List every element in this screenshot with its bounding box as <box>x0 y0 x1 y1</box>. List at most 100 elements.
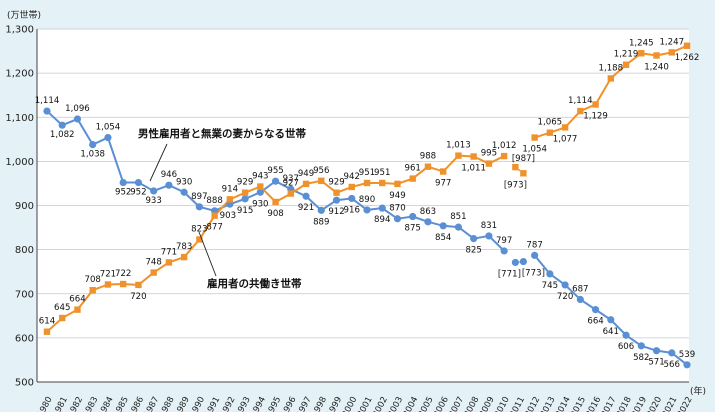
data-point <box>89 141 97 149</box>
x-tick-label: 2018 <box>615 395 634 412</box>
data-label: 961 <box>405 164 421 174</box>
x-tick-label: 2008 <box>462 395 481 412</box>
data-label: 943 <box>252 172 268 182</box>
data-point <box>318 177 325 184</box>
data-point <box>409 175 416 182</box>
x-tick-label: 1995 <box>264 395 283 412</box>
x-tick-label: 2010 <box>493 395 512 412</box>
data-label: 916 <box>344 205 360 215</box>
data-label: 912 <box>328 207 344 217</box>
data-label: 539 <box>679 350 695 360</box>
data-label: 1,077 <box>553 134 578 144</box>
data-label: 929 <box>328 178 344 188</box>
data-point <box>241 195 249 203</box>
y-tick-label: 1,000 <box>5 157 34 168</box>
x-axis-ticks: 1980198119821983198419851986198719881989… <box>36 395 695 412</box>
series-markers <box>43 42 691 369</box>
data-label: 875 <box>405 224 421 234</box>
data-label: 1,054 <box>96 123 121 133</box>
data-point <box>150 269 157 276</box>
data-label: 949 <box>389 191 405 201</box>
data-point <box>546 129 554 136</box>
data-label: 1,188 <box>599 63 624 73</box>
data-label: 914 <box>222 184 238 194</box>
data-label: 942 <box>344 172 360 182</box>
data-point <box>302 192 310 200</box>
data-point <box>180 188 188 196</box>
data-label: 614 <box>39 317 55 327</box>
y-tick-label: 500 <box>15 378 34 389</box>
data-point <box>180 253 188 261</box>
data-point <box>226 196 234 203</box>
data-point <box>622 61 630 68</box>
data-point <box>241 189 249 196</box>
gridlines <box>36 28 689 383</box>
data-point <box>424 218 432 226</box>
x-tick-label: 2005 <box>417 395 436 412</box>
data-label: 1,240 <box>644 62 669 72</box>
data-point <box>363 206 371 214</box>
data-label: 566 <box>664 360 680 370</box>
data-label: 645 <box>54 303 70 313</box>
x-tick-label: 1998 <box>310 395 329 412</box>
data-point <box>455 152 462 159</box>
data-point <box>470 153 477 160</box>
data-label: 1,129 <box>583 111 608 121</box>
data-point <box>89 287 96 294</box>
data-point <box>637 342 645 350</box>
data-point <box>150 187 158 195</box>
data-point <box>546 270 554 278</box>
x-tick-label: 1981 <box>51 395 70 412</box>
data-label: 783 <box>176 242 192 252</box>
data-point <box>470 234 478 243</box>
data-point <box>439 222 447 230</box>
data-point <box>59 314 66 322</box>
data-point <box>378 204 386 212</box>
x-tick-label: 2013 <box>539 395 558 412</box>
data-point <box>561 124 569 131</box>
data-label: 951 <box>374 168 390 178</box>
data-label: 664 <box>587 317 603 327</box>
x-tick-label: 2020 <box>645 395 664 412</box>
data-point <box>43 107 51 115</box>
data-point <box>511 258 519 267</box>
x-tick-label: 1983 <box>81 395 100 412</box>
data-label: 722 <box>115 269 131 279</box>
data-label: 937 <box>283 174 299 184</box>
data-point <box>196 236 203 243</box>
data-point <box>485 232 493 240</box>
data-point <box>424 163 432 170</box>
y-tick-label: 900 <box>15 201 34 212</box>
data-point <box>638 50 645 57</box>
x-tick-label: 2007 <box>447 395 466 412</box>
data-point <box>520 170 527 177</box>
data-point <box>332 196 341 204</box>
data-point <box>668 349 676 357</box>
data-point <box>73 115 82 123</box>
data-label: 877 <box>206 223 222 233</box>
y-axis-ticks: 500 600 700 800 900 1,000 1,100 1,200 1,300 <box>5 25 34 389</box>
x-tick-label: 1999 <box>325 395 344 412</box>
data-label: 771 <box>161 247 177 257</box>
data-point <box>454 223 463 231</box>
data-label: 831 <box>481 221 497 231</box>
data-label: 1,013 <box>446 141 471 151</box>
data-label: 721 <box>100 269 116 279</box>
data-point <box>683 361 691 369</box>
data-label: 921 <box>298 203 314 213</box>
data-point <box>165 259 173 266</box>
data-point <box>104 281 112 288</box>
data-point <box>165 181 173 189</box>
x-tick-label: 2001 <box>356 395 375 412</box>
data-label: 606 <box>618 342 634 352</box>
data-point <box>43 328 51 335</box>
data-label: 825 <box>465 246 481 256</box>
y-tick-label: 800 <box>15 245 34 256</box>
data-point <box>135 281 142 289</box>
data-point <box>561 281 569 289</box>
data-label: 708 <box>85 275 101 285</box>
data-label: 951 <box>359 168 375 178</box>
data-point <box>119 280 127 288</box>
data-label: 949 <box>298 169 314 179</box>
